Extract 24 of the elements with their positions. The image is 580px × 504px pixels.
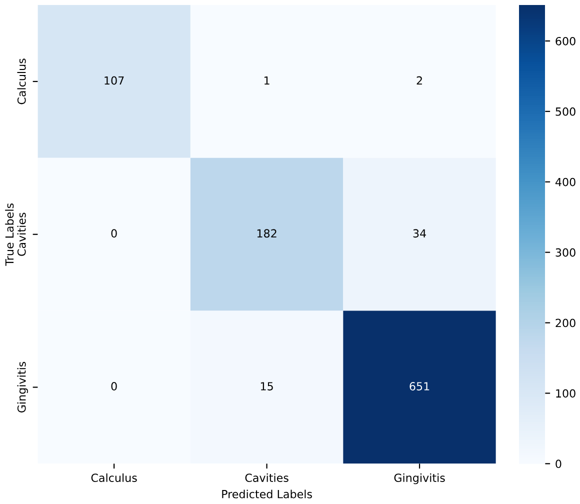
color-bar-label: 100	[556, 389, 576, 398]
x-tick-label: Gingivitis	[394, 473, 445, 484]
color-bar-label: 500	[556, 107, 576, 116]
y-tick-label: Cavities	[17, 212, 26, 256]
data-label: 15	[260, 382, 273, 390]
y-tick-label: Gingivitis	[17, 362, 28, 413]
data-label: 651	[410, 382, 430, 390]
color-bar-label: 200	[556, 318, 576, 328]
data-label: 0	[111, 229, 117, 238]
color-bar-label: 0	[556, 460, 562, 468]
y-tick-label: Calculus	[17, 58, 26, 104]
color-bar-label: 400	[555, 178, 576, 186]
data-label: 0	[111, 382, 117, 390]
data-label: 1	[264, 76, 270, 85]
data-label: 107	[104, 76, 124, 85]
data-label: 182	[257, 229, 276, 238]
color-bar-label: 600	[556, 36, 576, 46]
x-tick-label: Cavities	[245, 473, 288, 482]
data-label: 2	[416, 76, 422, 85]
x-tick-label: Calculus	[91, 473, 137, 482]
y-axis-title: True Labels	[5, 203, 14, 266]
x-axis-title: Predicted Labels	[222, 490, 312, 498]
data-label: 34	[413, 229, 426, 238]
color-bar-label: 300	[556, 248, 576, 257]
